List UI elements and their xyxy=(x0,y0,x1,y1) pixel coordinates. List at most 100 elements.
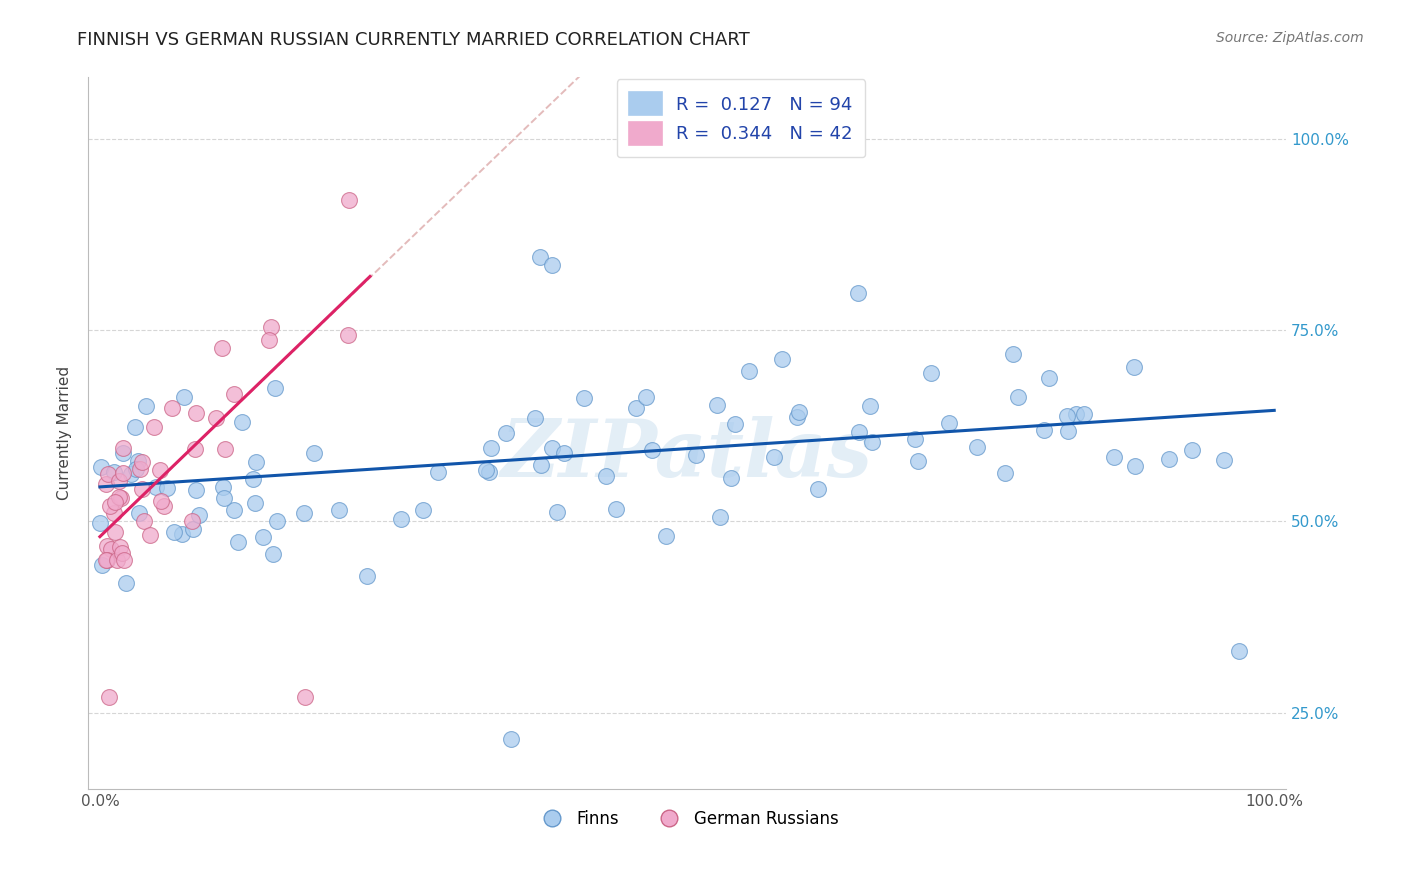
Point xyxy=(1033,423,1056,437)
Point xyxy=(605,502,627,516)
Point xyxy=(966,440,988,454)
Point xyxy=(624,401,647,415)
Point xyxy=(96,539,118,553)
Point xyxy=(762,450,785,464)
Point xyxy=(228,534,250,549)
Point xyxy=(523,411,546,425)
Point xyxy=(302,446,325,460)
Point xyxy=(100,542,122,557)
Point xyxy=(546,505,568,519)
Point xyxy=(89,516,111,530)
Point xyxy=(475,463,498,477)
Point xyxy=(212,480,235,494)
Point xyxy=(180,514,202,528)
Point xyxy=(98,690,121,705)
Point xyxy=(184,406,207,420)
Point xyxy=(266,514,288,528)
Point xyxy=(184,442,207,456)
Point xyxy=(108,540,131,554)
Point xyxy=(112,552,135,566)
Point xyxy=(263,381,285,395)
Point xyxy=(111,441,134,455)
Point xyxy=(1073,407,1095,421)
Point xyxy=(242,472,264,486)
Point xyxy=(211,341,233,355)
Point xyxy=(709,509,731,524)
Text: FINNISH VS GERMAN RUSSIAN CURRENTLY MARRIED CORRELATION CHART: FINNISH VS GERMAN RUSSIAN CURRENTLY MARR… xyxy=(77,31,749,49)
Point xyxy=(104,524,127,539)
Point xyxy=(553,446,575,460)
Point xyxy=(1181,443,1204,458)
Point xyxy=(124,419,146,434)
Point xyxy=(427,466,450,480)
Point xyxy=(262,547,284,561)
Point xyxy=(181,522,204,536)
Point xyxy=(706,398,728,412)
Point xyxy=(336,328,359,343)
Point xyxy=(108,475,131,489)
Point xyxy=(205,411,228,425)
Point xyxy=(173,390,195,404)
Point xyxy=(356,569,378,583)
Point xyxy=(920,367,942,381)
Point xyxy=(685,448,707,462)
Point xyxy=(655,529,678,543)
Point xyxy=(292,506,315,520)
Point xyxy=(720,471,742,485)
Point xyxy=(142,419,165,434)
Point xyxy=(96,476,118,491)
Point xyxy=(1038,370,1060,384)
Point xyxy=(1213,452,1236,467)
Point xyxy=(153,500,176,514)
Point xyxy=(860,434,883,449)
Point xyxy=(149,463,172,477)
Point xyxy=(90,459,112,474)
Point xyxy=(389,511,412,525)
Point xyxy=(770,352,793,367)
Point xyxy=(103,495,125,509)
Point xyxy=(91,558,114,573)
Point xyxy=(224,503,246,517)
Point xyxy=(224,387,246,401)
Point xyxy=(907,453,929,467)
Point xyxy=(138,528,160,542)
Point xyxy=(132,514,155,528)
Point xyxy=(787,404,810,418)
Point xyxy=(634,390,657,404)
Point xyxy=(529,250,551,264)
Point xyxy=(110,546,132,560)
Point xyxy=(495,425,517,440)
Point xyxy=(97,467,120,481)
Point xyxy=(724,417,747,432)
Point xyxy=(848,425,870,439)
Point xyxy=(807,483,830,497)
Point xyxy=(478,466,501,480)
Point xyxy=(111,445,134,459)
Point xyxy=(479,441,502,455)
Point xyxy=(540,441,562,455)
Point xyxy=(172,526,194,541)
Point xyxy=(541,258,564,272)
Point xyxy=(572,391,595,405)
Point xyxy=(96,552,118,566)
Point xyxy=(1056,409,1078,424)
Point xyxy=(1227,644,1250,658)
Y-axis label: Currently Married: Currently Married xyxy=(58,367,72,500)
Point xyxy=(115,576,138,591)
Point xyxy=(903,432,925,446)
Point xyxy=(328,503,350,517)
Point xyxy=(108,490,131,504)
Point xyxy=(105,552,128,566)
Point xyxy=(231,415,253,429)
Point xyxy=(859,399,882,413)
Point xyxy=(125,462,148,476)
Point xyxy=(1123,458,1146,473)
Point xyxy=(786,409,808,424)
Point xyxy=(214,442,236,457)
Point xyxy=(94,552,117,566)
Point xyxy=(245,455,267,469)
Point xyxy=(160,401,183,415)
Point xyxy=(103,506,125,520)
Point xyxy=(257,333,280,347)
Point xyxy=(1159,451,1181,466)
